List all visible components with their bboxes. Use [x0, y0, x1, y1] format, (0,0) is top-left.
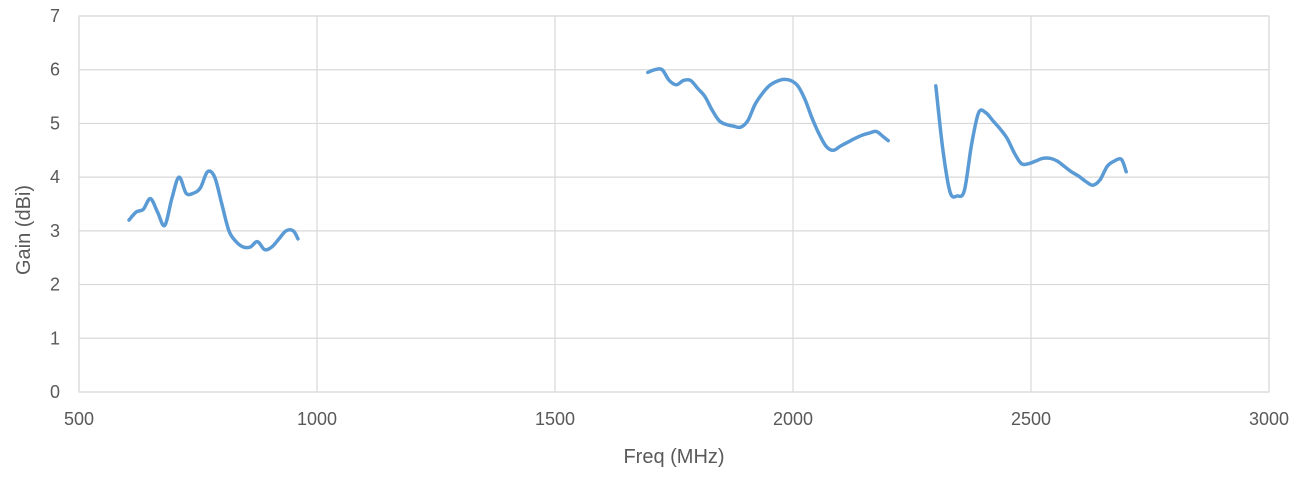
x-tick-label: 3000: [1249, 409, 1289, 429]
y-tick-label: 6: [50, 60, 60, 80]
x-tick-label: 1000: [297, 409, 337, 429]
grid-layer: [78, 15, 1270, 393]
x-tick-label: 500: [64, 409, 94, 429]
plot-area-border: [78, 15, 1270, 393]
y-tick-label: 2: [50, 275, 60, 295]
y-tick-label: 1: [50, 328, 60, 348]
gain-curve-segment-2: [646, 67, 890, 153]
gain-curve-segment-3: [934, 84, 1128, 199]
x-tick-label: 2000: [773, 409, 813, 429]
y-tick-label: 7: [50, 6, 60, 26]
y-tick-label: 5: [50, 113, 60, 133]
y-tick-label: 0: [50, 382, 60, 402]
x-axis-title: Freq (MHz): [623, 446, 724, 468]
series-layer: [127, 67, 1128, 252]
y-axis-title: Gain (dBi): [13, 185, 35, 275]
tick-label-layer: 0 1 2 3 4 5 6 7 500 1000 1500 2000 2500 3000: [50, 6, 1289, 429]
gain-curve-segment-1: [127, 169, 300, 252]
y-tick-label: 3: [50, 221, 60, 241]
y-tick-label: 4: [50, 167, 60, 187]
x-tick-label: 1500: [535, 409, 575, 429]
x-tick-label: 2500: [1011, 409, 1051, 429]
